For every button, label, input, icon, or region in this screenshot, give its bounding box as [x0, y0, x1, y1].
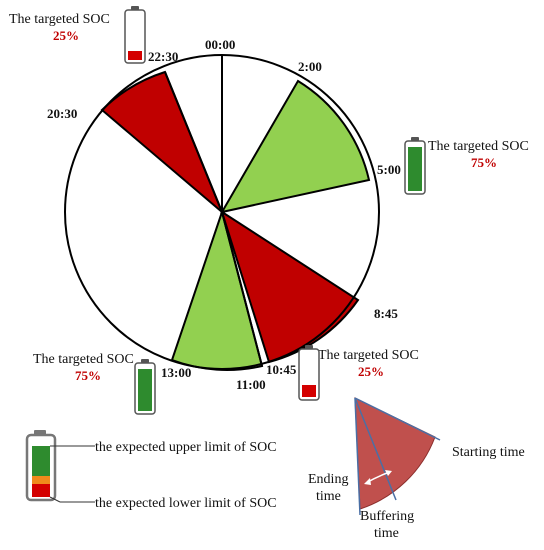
battery-icon: [134, 359, 156, 415]
legend-lower-line: [49, 496, 61, 503]
target-value-right: 75%: [471, 155, 497, 170]
target-value-bottom-mid: 25%: [358, 364, 384, 379]
target-label-bottom-mid: The targeted SOC: [318, 348, 419, 363]
time-0500: 5:00: [377, 162, 401, 177]
battery-icon: [404, 137, 426, 195]
target-label-top-left: The targeted SOC: [9, 12, 110, 27]
ending-time-line: [354, 397, 361, 516]
time-1100: 11:00: [236, 377, 266, 392]
radius-2230: [164, 71, 223, 213]
inset-ending-line2: time: [316, 489, 341, 504]
legend-battery-icon: [25, 430, 57, 502]
buffer-inset: [354, 397, 441, 516]
time-1300: 13:00: [161, 365, 191, 380]
radius-1100: [221, 211, 263, 367]
inset-buffering-line2: time: [374, 526, 399, 541]
target-value-top-left: 25%: [53, 28, 79, 43]
legend-lower-label: the expected lower limit of SOC: [95, 496, 277, 511]
inset-sector: [354, 397, 436, 510]
inset-starting-time: Starting time: [452, 445, 525, 460]
battery-icon: [298, 345, 320, 401]
time-2030: 20:30: [47, 106, 77, 121]
inset-ending-line1: Ending: [308, 472, 348, 487]
sector-charging-2-5: [219, 79, 371, 214]
time-1045: 10:45: [266, 362, 297, 377]
time-0000: 00:00: [205, 37, 235, 52]
battery-icon: [124, 6, 146, 64]
starting-time-line: [354, 397, 441, 441]
target-value-bottom-left: 75%: [75, 368, 101, 383]
time-0845: 8:45: [374, 306, 398, 321]
clock-face: [64, 54, 380, 371]
time-0200: 2:00: [298, 59, 322, 74]
legend-upper-label: the expected upper limit of SOC: [95, 440, 277, 455]
inset-buffering-line1: Buffering: [360, 509, 414, 524]
buffering-time-line: [354, 397, 397, 501]
target-label-bottom-left: The targeted SOC: [33, 352, 134, 367]
target-label-right: The targeted SOC: [428, 139, 529, 154]
time-2230: 22:30: [148, 49, 178, 64]
